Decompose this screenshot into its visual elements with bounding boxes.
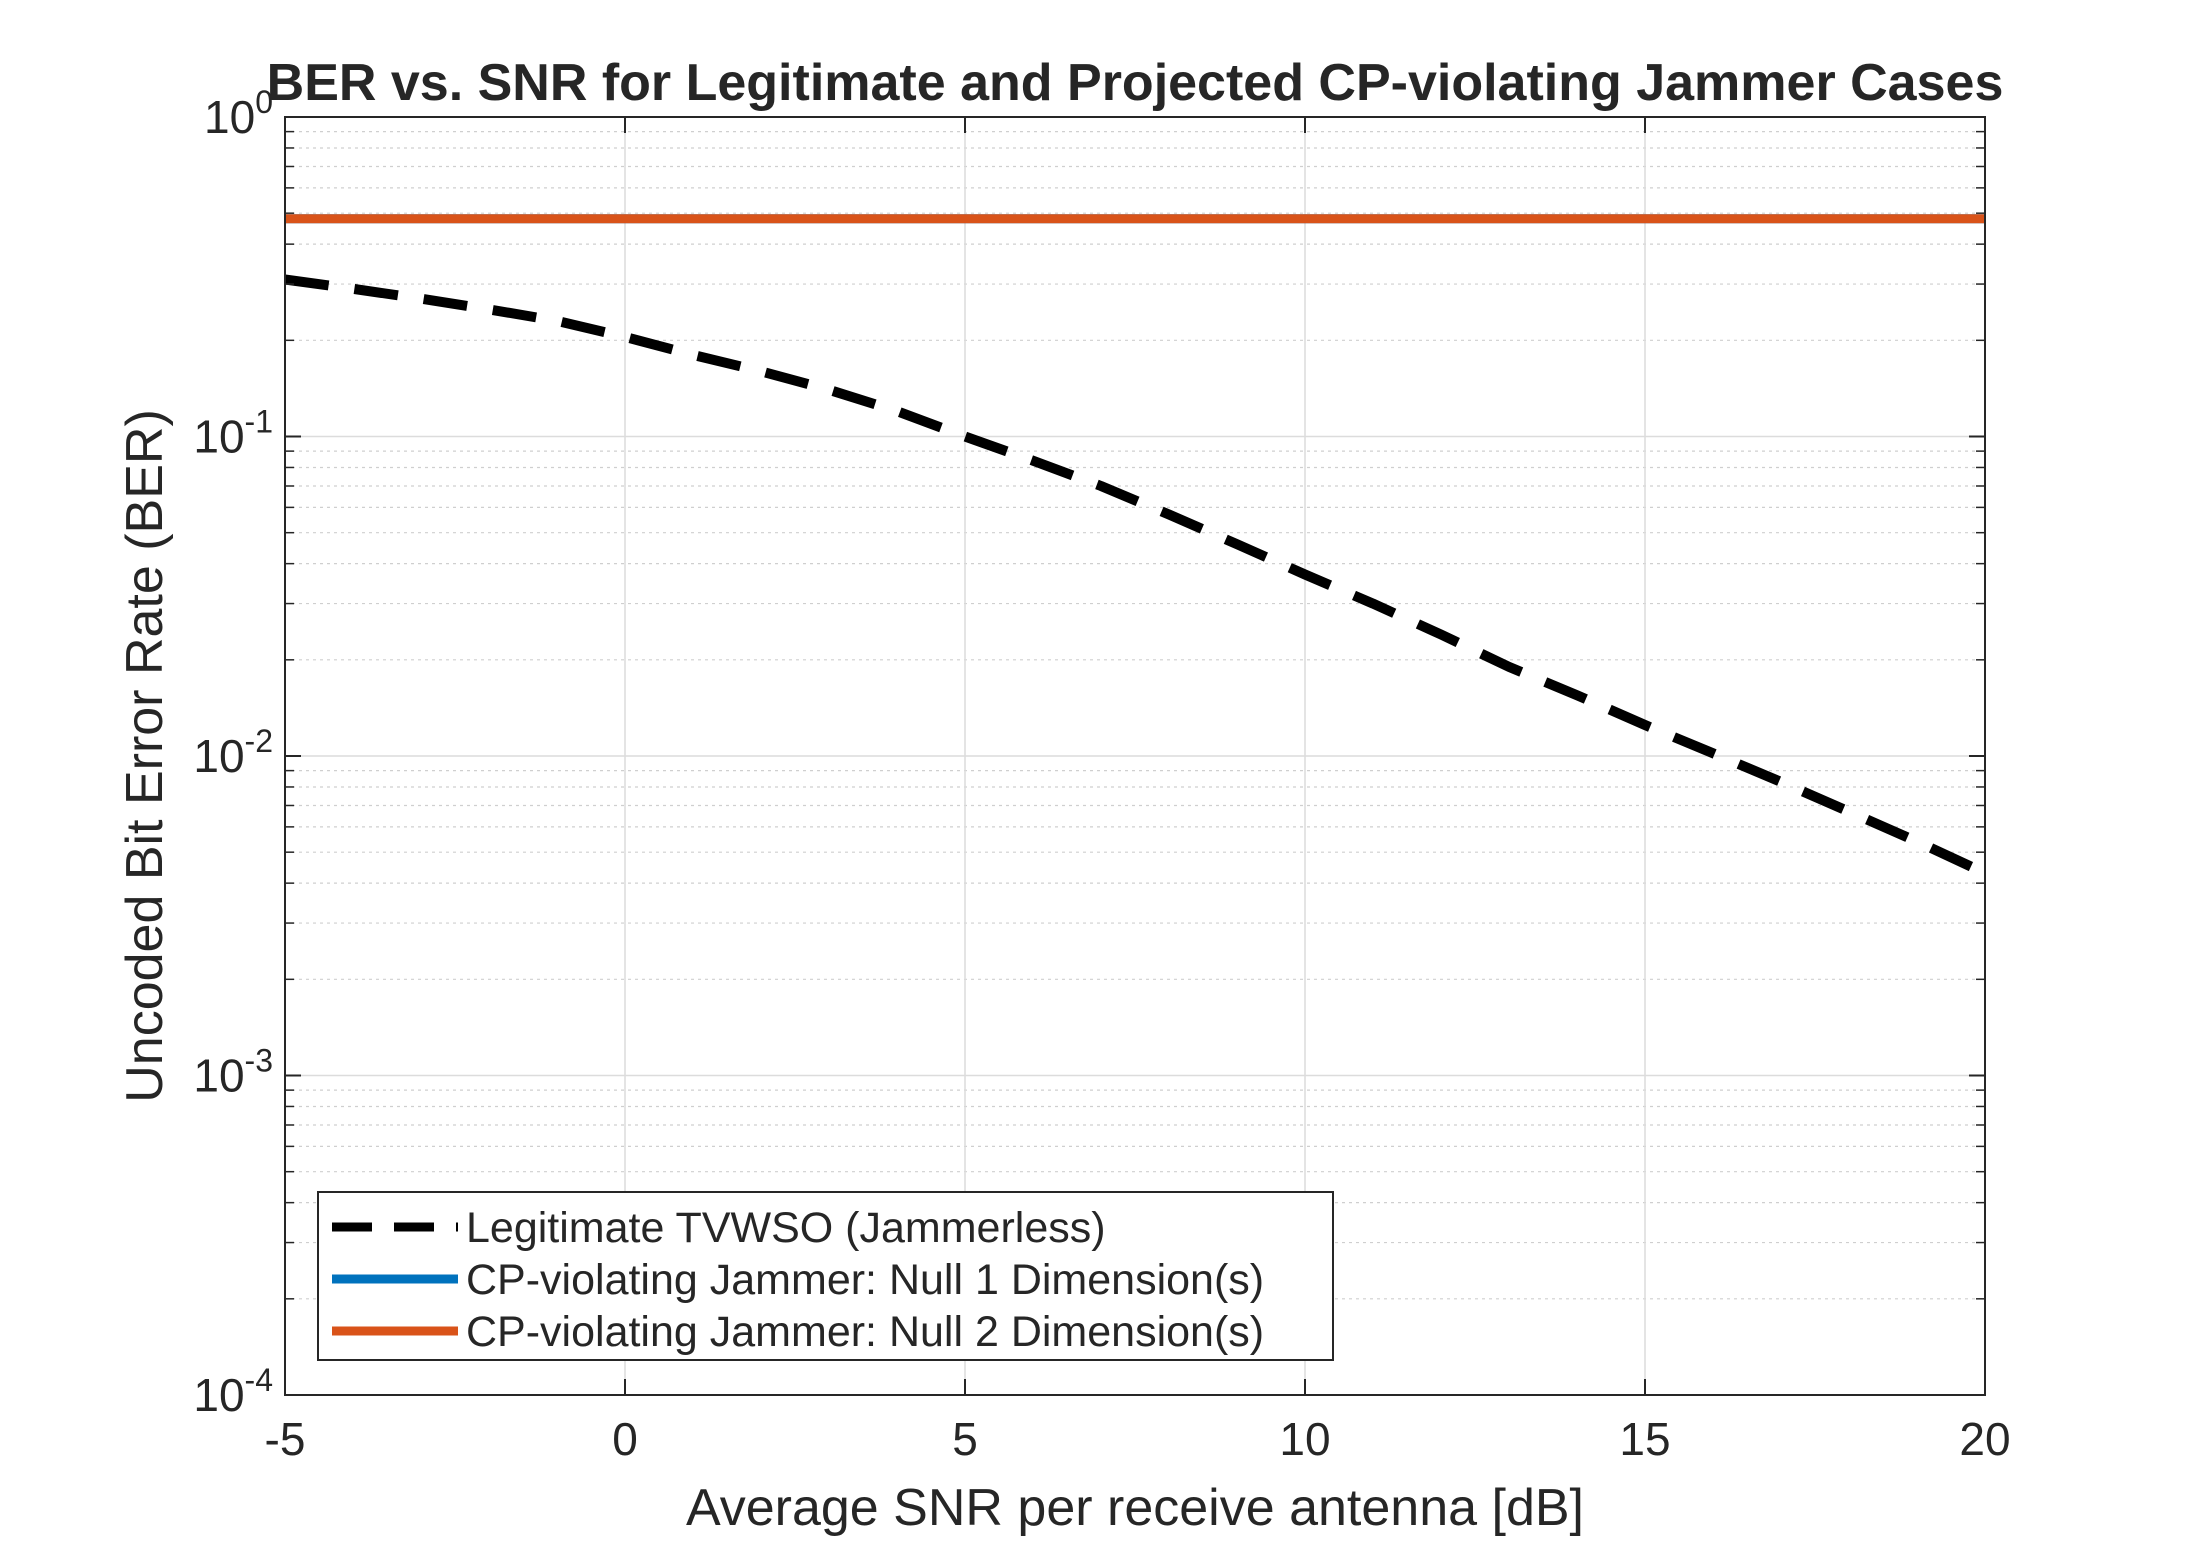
x-tick-label: 0 (612, 1413, 638, 1465)
y-tick-exponent: -1 (245, 404, 273, 440)
y-tick-label: 10-2 (193, 723, 273, 782)
series-layer (284, 214, 1988, 878)
x-axis-label: Average SNR per receive antenna [dB] (686, 1479, 1584, 1537)
x-tick-label: -5 (265, 1413, 306, 1465)
y-tick-exponent: -4 (245, 1362, 273, 1398)
y-tick-label: 100 (204, 84, 273, 143)
legend-label: CP-violating Jammer: Null 2 Dimension(s) (466, 1308, 1264, 1356)
x-tick-label: 10 (1279, 1413, 1330, 1465)
x-tick-label: 5 (952, 1413, 978, 1465)
legend-label: Legitimate TVWSO (Jammerless) (466, 1204, 1106, 1252)
y-tick-base: 10 (193, 1050, 244, 1102)
y-tick-exponent: -2 (245, 723, 273, 759)
legend-label: CP-violating Jammer: Null 1 Dimension(s) (466, 1256, 1264, 1304)
y-tick-base: 10 (193, 411, 244, 463)
chart-title: BER vs. SNR for Legitimate and Projected… (267, 54, 2004, 112)
x-tick-label: 15 (1619, 1413, 1670, 1465)
x-tick-label: 20 (1959, 1413, 2010, 1465)
y-tick-base: 10 (193, 1369, 244, 1421)
y-tick-base: 10 (193, 730, 244, 782)
y-tick-label: 10-4 (193, 1362, 273, 1421)
y-tick-exponent: 0 (255, 84, 273, 120)
grid-minor (285, 131, 1985, 1300)
y-tick-label: 10-1 (193, 404, 273, 463)
x-tick-labels: -5 0 5 10 15 20 (265, 1413, 2011, 1465)
y-axis-label: Uncoded Bit Error Rate (BER) (116, 409, 174, 1103)
series-line-1 (284, 274, 1988, 878)
legend: Legitimate TVWSO (Jammerless)CP-violatin… (317, 1191, 1334, 1361)
axis-ticks (284, 116, 1986, 1396)
legend-box (317, 1191, 1334, 1361)
y-tick-base: 10 (204, 91, 255, 143)
y-tick-label: 10-3 (193, 1043, 273, 1102)
y-tick-exponent: -3 (245, 1043, 273, 1079)
